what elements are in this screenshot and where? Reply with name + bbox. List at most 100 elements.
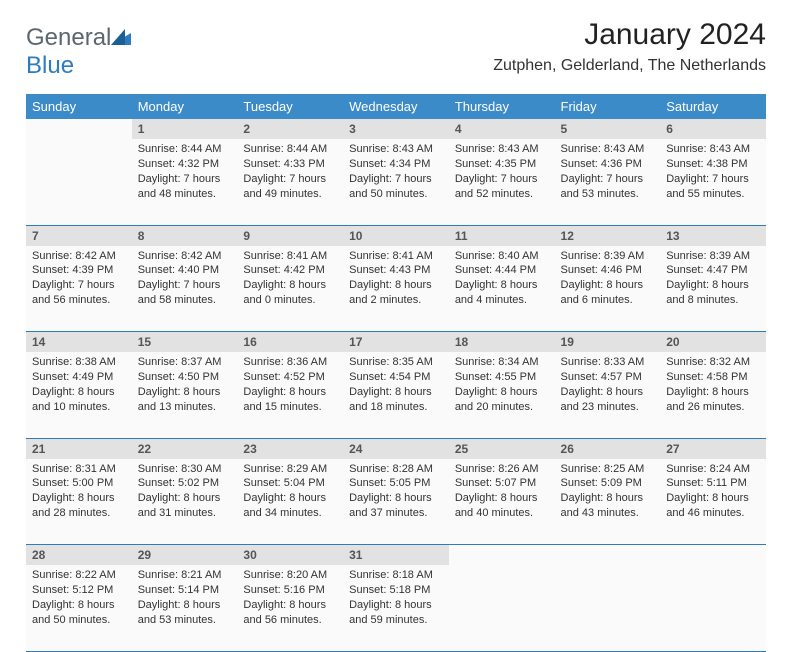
sunrise-text: Sunrise: 8:39 AM (666, 249, 760, 264)
daynum-cell: 16 (237, 332, 343, 353)
daynum-cell: 26 (555, 438, 661, 459)
sunrise-text: Sunrise: 8:21 AM (138, 568, 232, 583)
sunset-text: Sunset: 4:40 PM (138, 263, 232, 278)
sunrise-text: Sunrise: 8:38 AM (32, 355, 126, 370)
sunset-text: Sunset: 4:54 PM (349, 370, 443, 385)
sunrise-text: Sunrise: 8:42 AM (138, 249, 232, 264)
week-1-daynums: 78910111213 (26, 225, 766, 246)
daylight-text: Daylight: 8 hours (561, 278, 655, 293)
page-title: January 2024 (493, 18, 766, 52)
day-body-cell (660, 565, 766, 651)
daynum-cell: 23 (237, 438, 343, 459)
sunset-text: Sunset: 4:38 PM (666, 157, 760, 172)
sunset-text: Sunset: 4:58 PM (666, 370, 760, 385)
daylight-text: and 56 minutes. (243, 613, 337, 628)
daynum-cell: 12 (555, 225, 661, 246)
weekday-saturday: Saturday (660, 94, 766, 119)
sunset-text: Sunset: 5:09 PM (561, 476, 655, 491)
daynum-cell: 13 (660, 225, 766, 246)
daylight-text: and 20 minutes. (455, 400, 549, 415)
sunset-text: Sunset: 4:35 PM (455, 157, 549, 172)
daynum-cell: 7 (26, 225, 132, 246)
daylight-text: Daylight: 8 hours (666, 278, 760, 293)
week-3-daynums: 21222324252627 (26, 438, 766, 459)
daynum-cell: 28 (26, 545, 132, 566)
daynum-cell: 22 (132, 438, 238, 459)
daylight-text: and 0 minutes. (243, 293, 337, 308)
daynum-cell: 15 (132, 332, 238, 353)
daynum-cell (660, 545, 766, 566)
day-body-cell: Sunrise: 8:42 AMSunset: 4:39 PMDaylight:… (26, 246, 132, 332)
day-body-cell: Sunrise: 8:30 AMSunset: 5:02 PMDaylight:… (132, 459, 238, 545)
sunrise-text: Sunrise: 8:32 AM (666, 355, 760, 370)
day-body-cell: Sunrise: 8:31 AMSunset: 5:00 PMDaylight:… (26, 459, 132, 545)
day-body-cell (449, 565, 555, 651)
sunset-text: Sunset: 4:33 PM (243, 157, 337, 172)
day-body-cell (26, 139, 132, 225)
day-body-cell: Sunrise: 8:43 AMSunset: 4:38 PMDaylight:… (660, 139, 766, 225)
daynum-cell: 18 (449, 332, 555, 353)
sunset-text: Sunset: 5:16 PM (243, 583, 337, 598)
day-body-cell: Sunrise: 8:21 AMSunset: 5:14 PMDaylight:… (132, 565, 238, 651)
sunrise-text: Sunrise: 8:39 AM (561, 249, 655, 264)
sunrise-text: Sunrise: 8:18 AM (349, 568, 443, 583)
daylight-text: and 6 minutes. (561, 293, 655, 308)
daylight-text: and 13 minutes. (138, 400, 232, 415)
sunrise-text: Sunrise: 8:25 AM (561, 462, 655, 477)
daylight-text: and 43 minutes. (561, 506, 655, 521)
daylight-text: and 50 minutes. (32, 613, 126, 628)
weekday-tuesday: Tuesday (237, 94, 343, 119)
sunrise-text: Sunrise: 8:42 AM (32, 249, 126, 264)
daylight-text: Daylight: 8 hours (243, 491, 337, 506)
sunset-text: Sunset: 4:50 PM (138, 370, 232, 385)
sunset-text: Sunset: 4:49 PM (32, 370, 126, 385)
daylight-text: Daylight: 8 hours (138, 598, 232, 613)
daynum-cell: 17 (343, 332, 449, 353)
sunset-text: Sunset: 5:18 PM (349, 583, 443, 598)
sunrise-text: Sunrise: 8:20 AM (243, 568, 337, 583)
sunrise-text: Sunrise: 8:30 AM (138, 462, 232, 477)
sunset-text: Sunset: 5:07 PM (455, 476, 549, 491)
sunrise-text: Sunrise: 8:36 AM (243, 355, 337, 370)
daylight-text: and 40 minutes. (455, 506, 549, 521)
week-2-bodies: Sunrise: 8:38 AMSunset: 4:49 PMDaylight:… (26, 352, 766, 438)
sunset-text: Sunset: 4:43 PM (349, 263, 443, 278)
daylight-text: and 37 minutes. (349, 506, 443, 521)
location: Zutphen, Gelderland, The Netherlands (493, 57, 766, 75)
daylight-text: Daylight: 8 hours (561, 491, 655, 506)
daylight-text: and 49 minutes. (243, 187, 337, 202)
daylight-text: Daylight: 8 hours (349, 278, 443, 293)
daylight-text: and 4 minutes. (455, 293, 549, 308)
daynum-cell: 31 (343, 545, 449, 566)
daylight-text: and 10 minutes. (32, 400, 126, 415)
sunset-text: Sunset: 5:04 PM (243, 476, 337, 491)
daylight-text: and 26 minutes. (666, 400, 760, 415)
sunrise-text: Sunrise: 8:33 AM (561, 355, 655, 370)
daynum-cell: 19 (555, 332, 661, 353)
sunrise-text: Sunrise: 8:40 AM (455, 249, 549, 264)
daylight-text: and 2 minutes. (349, 293, 443, 308)
daynum-cell: 30 (237, 545, 343, 566)
daynum-cell: 5 (555, 119, 661, 139)
daynum-cell (555, 545, 661, 566)
daynum-cell: 27 (660, 438, 766, 459)
week-4-bodies: Sunrise: 8:22 AMSunset: 5:12 PMDaylight:… (26, 565, 766, 651)
daylight-text: and 28 minutes. (32, 506, 126, 521)
daylight-text: Daylight: 8 hours (349, 598, 443, 613)
header: GeneralBlue January 2024 Zutphen, Gelder… (26, 18, 766, 80)
day-body-cell: Sunrise: 8:24 AMSunset: 5:11 PMDaylight:… (660, 459, 766, 545)
day-body-cell: Sunrise: 8:32 AMSunset: 4:58 PMDaylight:… (660, 352, 766, 438)
calendar-table: SundayMondayTuesdayWednesdayThursdayFrid… (26, 94, 766, 652)
day-body-cell: Sunrise: 8:37 AMSunset: 4:50 PMDaylight:… (132, 352, 238, 438)
day-body-cell: Sunrise: 8:28 AMSunset: 5:05 PMDaylight:… (343, 459, 449, 545)
sunset-text: Sunset: 4:39 PM (32, 263, 126, 278)
week-3-bodies: Sunrise: 8:31 AMSunset: 5:00 PMDaylight:… (26, 459, 766, 545)
daylight-text: and 8 minutes. (666, 293, 760, 308)
daylight-text: Daylight: 8 hours (32, 491, 126, 506)
sunrise-text: Sunrise: 8:41 AM (349, 249, 443, 264)
logo-part1: General (26, 24, 111, 51)
daylight-text: Daylight: 8 hours (666, 491, 760, 506)
daylight-text: and 50 minutes. (349, 187, 443, 202)
weekday-sunday: Sunday (26, 94, 132, 119)
weekday-monday: Monday (132, 94, 238, 119)
